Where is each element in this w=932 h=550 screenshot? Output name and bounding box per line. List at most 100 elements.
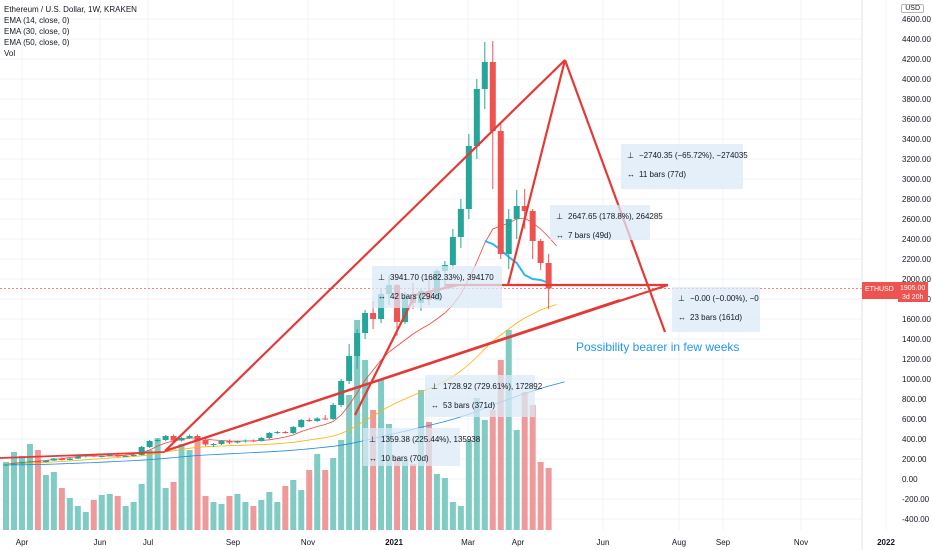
y-axis: 4600.00 4400.00 4200.00 4000.00 3800.00 3600.…	[861, 0, 931, 550]
volume-bar	[162, 488, 169, 530]
y-tick-label: 3800.00	[902, 95, 931, 104]
measure-line2: 53 bars (371d)	[443, 401, 495, 410]
volume-bar	[42, 475, 49, 530]
candle-body	[82, 455, 89, 457]
volume-bar	[306, 470, 313, 530]
volume-bar	[386, 424, 393, 530]
annotation-text: Possibility bearer in few weeks	[576, 340, 739, 354]
candle-body	[497, 131, 504, 254]
candle-body	[170, 436, 177, 441]
measure-line1: −2740.35 (−65.72%), −274035	[639, 151, 748, 160]
y-tick-label: -400.00	[902, 515, 930, 524]
measure-bars-icon: ↔	[678, 313, 686, 322]
volume-bar	[226, 496, 233, 530]
volume-bar	[425, 422, 432, 530]
volume-bar	[122, 506, 129, 530]
price-value: 1905.00	[900, 285, 925, 292]
candle-body	[58, 458, 65, 460]
volume-bar	[18, 456, 25, 530]
x-tick-label: Aug	[672, 538, 686, 547]
volume-bar	[433, 474, 440, 530]
volume-bar	[314, 454, 321, 530]
candle-body	[194, 436, 201, 440]
measure-box[interactable]	[550, 205, 650, 240]
measure-line1: 1359.38 (225.44%), 135938	[381, 435, 481, 444]
measure-line1: 3941.70 (1682.33%), 394170	[390, 273, 494, 282]
measure-line1: 1728.92 (729.61%), 172892	[443, 382, 543, 391]
indicator-volume[interactable]: Vol	[4, 49, 16, 58]
volume-bar	[138, 484, 145, 530]
volume-bar	[497, 360, 504, 530]
candle-body	[130, 455, 137, 456]
candle-body	[545, 263, 552, 289]
volume-bar	[298, 490, 305, 530]
candle-body	[210, 444, 217, 445]
candle-body	[10, 463, 17, 465]
candle-body	[529, 211, 536, 241]
volume-bar	[457, 506, 464, 530]
candle-body	[354, 333, 361, 356]
volume-bar	[10, 452, 17, 530]
volume-bar	[186, 450, 193, 530]
pattern-line	[563, 59, 667, 333]
candle-body	[178, 438, 185, 441]
candle-body	[202, 440, 209, 445]
pattern-line	[354, 294, 416, 416]
candle-body	[402, 297, 408, 322]
y-tick-label: 1600.00	[902, 315, 931, 324]
ema-lines	[5, 217, 565, 466]
y-tick-label: 200.00	[902, 455, 927, 464]
measure-box[interactable]	[372, 266, 502, 308]
volume-bar	[441, 478, 448, 530]
volume-bar	[370, 410, 377, 530]
y-tick-label: 2000.00	[902, 275, 931, 284]
x-tick-label: Nov	[301, 538, 315, 547]
volume-bar	[234, 494, 241, 530]
currency-button[interactable]: USD	[901, 4, 924, 13]
volume-bar	[242, 502, 249, 530]
measure-icon: ⊥	[431, 382, 438, 391]
measure-box[interactable]	[363, 428, 460, 466]
y-tick-label: 3200.00	[902, 155, 931, 164]
candle-body	[106, 455, 113, 456]
volume-bar	[481, 420, 488, 530]
measure-bars-icon: ↔	[431, 401, 439, 410]
measure-box[interactable]	[672, 287, 760, 332]
candle-body	[481, 62, 488, 89]
volume-bar	[513, 430, 520, 530]
candle-body	[98, 456, 105, 457]
indicator-ema50[interactable]: EMA (50, close, 0)	[4, 38, 70, 47]
indicator-ema14[interactable]: EMA (14, close, 0)	[4, 16, 70, 25]
y-tick-label: 0.00	[902, 475, 918, 484]
volume-bar	[34, 450, 41, 530]
volume-bar	[529, 405, 536, 530]
volume-bar	[394, 458, 401, 530]
volume-bar	[322, 470, 329, 530]
x-tick-label: Jul	[143, 538, 153, 547]
measure-icon: ⊥	[378, 273, 385, 282]
volume-bar	[282, 486, 289, 530]
volume-bar	[170, 482, 177, 530]
candle-body	[274, 432, 281, 433]
volume-bar	[74, 506, 81, 530]
candle-body	[114, 455, 121, 457]
volume-bar	[473, 398, 480, 530]
candle-body	[266, 433, 273, 438]
candle-body	[162, 436, 169, 440]
projection-line	[484, 240, 549, 284]
ema30-line	[5, 304, 557, 465]
measure-bars-icon: ↔	[556, 231, 564, 240]
measure-line2: 11 bars (77d)	[639, 170, 686, 179]
candle-body	[3, 464, 9, 466]
candle-body	[122, 456, 129, 457]
measure-box[interactable]	[425, 375, 535, 417]
indicator-ema30[interactable]: EMA (30, close, 0)	[4, 27, 70, 36]
volume-bar	[521, 392, 528, 530]
y-tick-label: 4000.00	[902, 75, 931, 84]
measure-box[interactable]	[621, 144, 743, 189]
candle-body	[226, 441, 233, 443]
x-tick-label: Sep	[226, 538, 241, 547]
measure-boxes: ⊥ −2740.35 (−65.72%), −274035 ↔ 11 bars (77…	[363, 144, 760, 466]
volume-bar	[489, 410, 496, 530]
